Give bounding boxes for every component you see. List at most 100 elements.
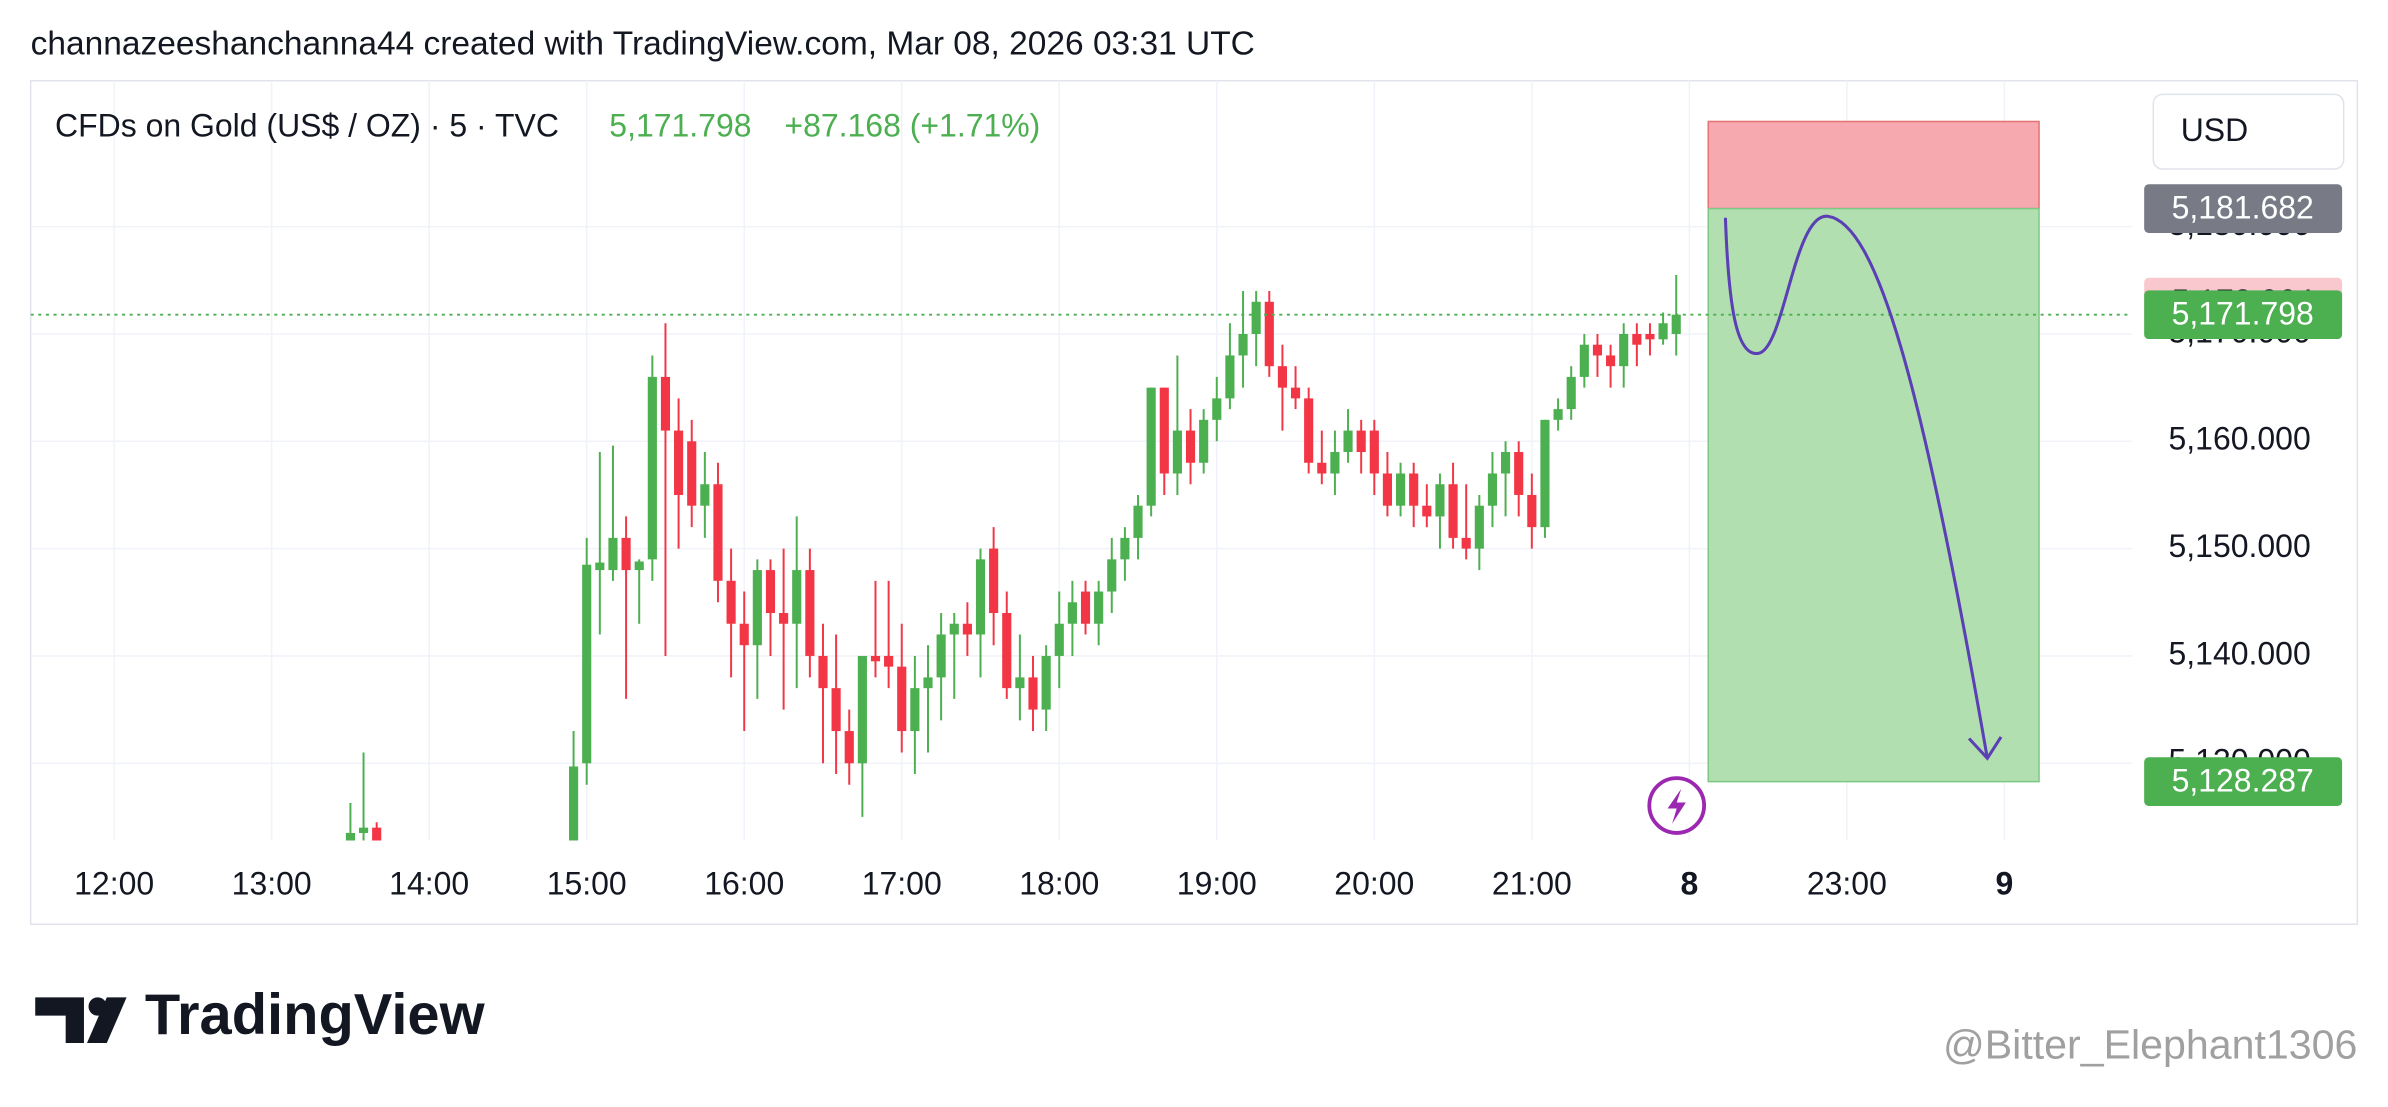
x-tick-label: 15:00 (547, 866, 627, 902)
x-tick-label: 12:00 (74, 866, 154, 902)
legend-last: 5,171.798 (609, 107, 751, 143)
candle-body (1395, 473, 1406, 506)
symbol: CFDs on Gold (US$ / OZ) · 5 · TVC (55, 107, 559, 143)
logo-text: TradingView (145, 983, 486, 1047)
candle-body (936, 634, 946, 678)
candle-body (1238, 333, 1248, 356)
x-tick-label: 9 (1995, 866, 2013, 902)
candle-body (1107, 559, 1117, 592)
candle-body (608, 537, 618, 571)
candle-body (1606, 355, 1616, 367)
x-tick-label: 16:00 (704, 866, 784, 902)
x-tick-label: 17:00 (862, 866, 942, 902)
x-tick-label: 19:00 (1177, 866, 1257, 902)
candle-body (1356, 430, 1366, 453)
candle-body (595, 562, 605, 571)
drawn-arrow (1723, 214, 1989, 759)
candle-body (1632, 333, 1642, 345)
x-tick-label: 21:00 (1492, 866, 1572, 902)
chart-frame (29, 79, 2359, 926)
x-tick-label: 8 (1680, 866, 1698, 902)
logo-icon (35, 997, 127, 1044)
price-badge (2144, 290, 2343, 340)
price-badge (2144, 757, 2343, 807)
candle-body (1277, 366, 1287, 388)
candle-body (1264, 301, 1274, 367)
y-tick-label: 5,140.000 (2169, 635, 2311, 671)
candle-body (1645, 333, 1655, 340)
candle-body (1094, 591, 1104, 624)
candle-body (1435, 484, 1445, 517)
x-tick-label: 20:00 (1334, 866, 1414, 902)
candle-body (884, 655, 894, 667)
candle-body (621, 537, 631, 571)
candle-body (1304, 398, 1314, 463)
x-tick-label: 18:00 (1019, 866, 1099, 902)
watermark: @Bitter_Elephant1306 (1943, 1021, 2357, 1067)
candle-body (1658, 323, 1668, 340)
candle-body (975, 559, 986, 635)
candle-body (1067, 602, 1077, 624)
x-tick-label: 23:00 (1807, 866, 1887, 902)
price-badge-label: 5,128.287 (2172, 763, 2314, 799)
candle-body (1448, 484, 1458, 538)
candle-body (739, 623, 749, 646)
candle-body (1290, 387, 1301, 399)
candle-body (779, 613, 789, 624)
candle-body (647, 376, 657, 560)
candle-body (1461, 537, 1471, 549)
candle-body (1553, 409, 1563, 420)
candle-body (1330, 452, 1340, 474)
candle-body (1002, 613, 1012, 689)
candle-body (1041, 655, 1051, 710)
y-tick-label: 5,150.000 (2169, 528, 2311, 564)
candle-body (752, 570, 762, 646)
candle-body (1054, 623, 1064, 656)
price-badge (2144, 184, 2343, 233)
candle-body (1527, 494, 1537, 528)
candle-body (1671, 314, 1681, 334)
arrow-head (1967, 736, 2003, 761)
candle-body (1592, 344, 1603, 356)
candle-body (897, 666, 907, 732)
stop-zone (1707, 120, 2040, 210)
candle-body (687, 441, 697, 506)
candle-body (857, 655, 867, 764)
candle-body (1251, 301, 1261, 334)
candle-body (700, 484, 710, 506)
candle-body (372, 827, 382, 841)
candle-body (674, 430, 684, 495)
candle-body (989, 548, 999, 614)
candle-body (962, 623, 972, 635)
candle-body (1514, 452, 1524, 495)
x-tick-label: 14:00 (389, 866, 469, 902)
candle-body (345, 833, 355, 841)
candle-body (726, 580, 736, 624)
candle-body (1540, 419, 1550, 528)
candle-body (831, 688, 841, 732)
candle-body (1474, 505, 1484, 549)
candle-body (660, 376, 671, 431)
candle-body (870, 655, 881, 662)
candle-body (844, 731, 854, 764)
candle-body (1028, 677, 1038, 710)
candle-body (1015, 677, 1025, 689)
legend-change: +87.168 (+1.71%) (784, 107, 1040, 143)
x-tick-label: 13:00 (232, 866, 312, 902)
price-badge-label: 5,171.798 (2172, 296, 2314, 332)
candle-body (1487, 473, 1498, 506)
candle-body (713, 484, 723, 581)
candle-body (1317, 462, 1327, 474)
candle-body (792, 570, 802, 624)
candle-body (1369, 430, 1379, 474)
candle-body (1080, 591, 1091, 624)
candle-body (1409, 473, 1419, 506)
candle-body (805, 570, 815, 656)
currency: USD (2181, 112, 2249, 148)
candle-body (949, 623, 959, 635)
candle-body (818, 655, 828, 689)
price-badge-label: 5,181.682 (2172, 190, 2314, 226)
currency-button[interactable] (2152, 93, 2345, 170)
